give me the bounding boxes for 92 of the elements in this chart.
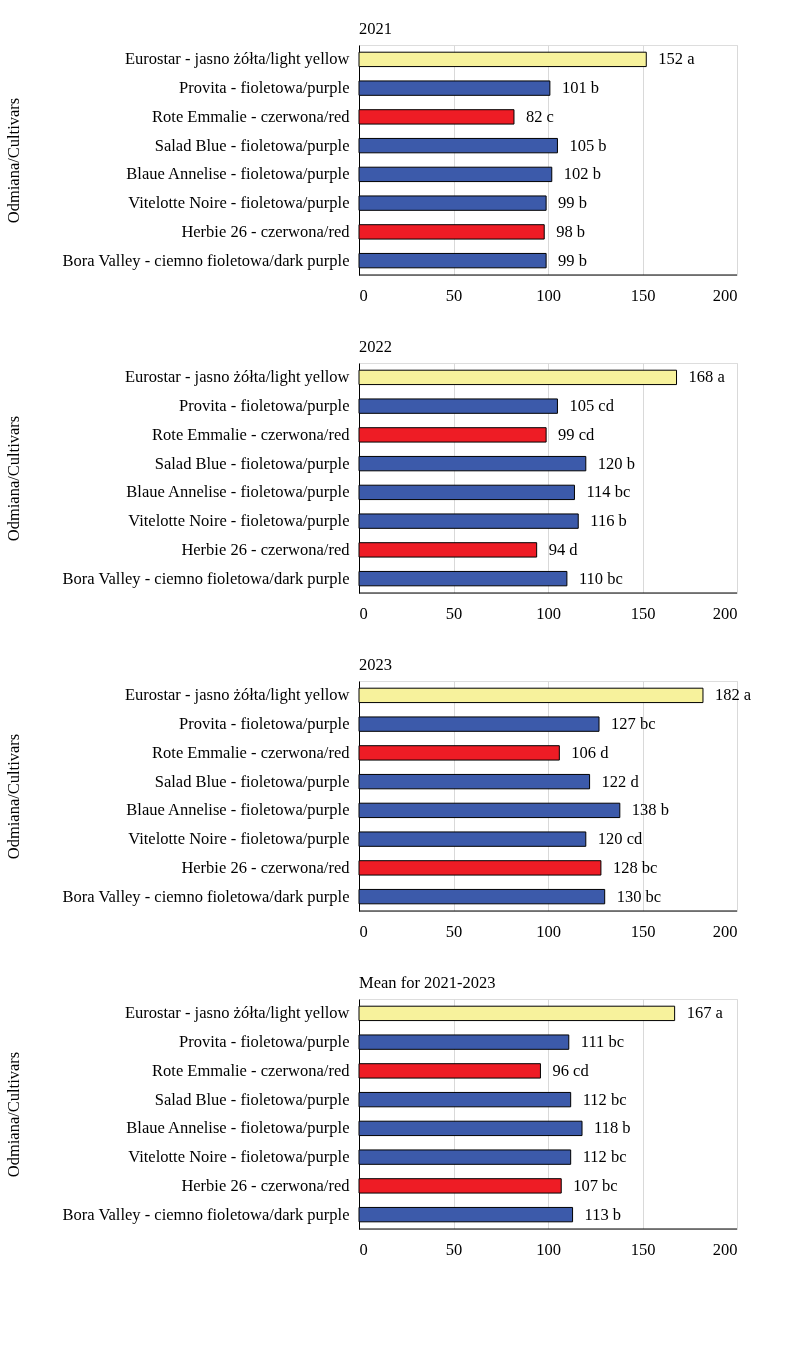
- data-label: 110 bc: [578, 568, 623, 588]
- data-label: 130 bc: [616, 886, 662, 906]
- y-tick-label: Salad Blue - fioletowa/purple: [154, 135, 350, 155]
- y-tick-label: Vitelotte Noire - fioletowa/purple: [128, 511, 350, 531]
- chart-title: 2023: [359, 654, 392, 674]
- x-tick-label: 200: [712, 1239, 738, 1259]
- y-tick-label: Vitelotte Noire - fioletowa/purple: [128, 193, 350, 213]
- y-tick-label: Bora Valley - ciemno fioletowa/dark purple: [62, 886, 350, 906]
- data-label: 113 b: [584, 1204, 622, 1224]
- data-label: 99 b: [558, 250, 587, 270]
- data-label: 127 bc: [611, 714, 656, 734]
- y-tick-label: Provita - fioletowa/purple: [179, 78, 350, 98]
- x-tick-label: 0: [359, 285, 368, 305]
- y-tick-label: Eurostar - jasno żółta/light yellow: [124, 49, 350, 69]
- data-label: 114 bc: [586, 482, 631, 502]
- data-label: 152 a: [658, 49, 696, 69]
- data-label: 102 b: [563, 164, 601, 184]
- y-axis-title: Odmiana/Cultivars: [3, 1051, 23, 1178]
- data-label: 122 d: [601, 771, 640, 791]
- data-label: 99 cd: [558, 424, 596, 444]
- data-label: 106 d: [571, 742, 610, 762]
- y-tick-label: Rote Emmalie - czerwona/red: [152, 424, 351, 444]
- y-tick-label: Salad Blue - fioletowa/purple: [154, 771, 350, 791]
- y-tick-label: Rote Emmalie - czerwona/red: [152, 1060, 351, 1080]
- x-tick-label: 100: [536, 921, 561, 941]
- data-label: 182 a: [714, 685, 752, 705]
- x-tick-label: 150: [630, 285, 656, 305]
- y-axis-title: Odmiana/Cultivars: [3, 97, 23, 224]
- data-label: 98 b: [556, 221, 586, 241]
- y-tick-label: Salad Blue - fioletowa/purple: [154, 453, 350, 473]
- data-label: 168 a: [688, 367, 726, 387]
- y-tick-label: Rote Emmalie - czerwona/red: [152, 742, 351, 762]
- y-axis-title: Odmiana/Cultivars: [3, 733, 23, 860]
- x-tick-label: 150: [630, 1239, 656, 1259]
- y-tick-label: Provita - fioletowa/purple: [179, 396, 350, 416]
- x-tick-label: 100: [536, 285, 561, 305]
- x-tick-label: 150: [630, 603, 656, 623]
- y-tick-label: Blaue Annelise - fioletowa/purple: [126, 1118, 350, 1138]
- y-tick-label: Bora Valley - ciemno fioletowa/dark purple: [62, 250, 350, 270]
- data-label: 112 bc: [582, 1089, 627, 1109]
- y-tick-label: Eurostar - jasno żółta/light yellow: [124, 685, 350, 705]
- data-label: 116 b: [590, 511, 627, 531]
- x-tick-label: 0: [359, 603, 368, 623]
- y-tick-label: Bora Valley - ciemno fioletowa/dark purple: [62, 1204, 350, 1224]
- data-label: 112 bc: [582, 1147, 627, 1167]
- x-tick-label: 200: [712, 603, 738, 623]
- data-label: 99 b: [558, 193, 587, 213]
- y-tick-label: Rote Emmalie - czerwona/red: [152, 106, 351, 126]
- y-tick-label: Bora Valley - ciemno fioletowa/dark purple: [62, 568, 350, 588]
- data-label: 120 cd: [597, 829, 643, 849]
- y-tick-label: Provita - fioletowa/purple: [179, 714, 350, 734]
- x-tick-label: 200: [712, 285, 738, 305]
- data-label: 118 b: [594, 1118, 631, 1138]
- data-label: 96 cd: [552, 1060, 590, 1080]
- y-tick-label: Blaue Annelise - fioletowa/purple: [126, 164, 350, 184]
- data-label: 101 b: [561, 78, 600, 98]
- y-tick-label: Herbie 26 - czerwona/red: [181, 857, 351, 877]
- x-tick-label: 150: [630, 921, 656, 941]
- x-tick-label: 0: [359, 1239, 368, 1259]
- y-tick-label: Herbie 26 - czerwona/red: [181, 1175, 351, 1195]
- x-tick-label: 0: [359, 921, 368, 941]
- y-tick-label: Salad Blue - fioletowa/purple: [154, 1089, 350, 1109]
- x-tick-label: 100: [536, 603, 561, 623]
- y-tick-label: Blaue Annelise - fioletowa/purple: [126, 482, 350, 502]
- data-label: 94 d: [548, 539, 579, 559]
- chart-title: 2021: [359, 18, 392, 38]
- chart-title: 2022: [359, 336, 392, 356]
- data-label: 82 c: [525, 106, 554, 126]
- y-axis-title: Odmiana/Cultivars: [3, 415, 23, 542]
- y-tick-label: Blaue Annelise - fioletowa/purple: [126, 800, 350, 820]
- data-label: 120 b: [597, 453, 635, 473]
- data-label: 167 a: [686, 1003, 724, 1023]
- y-tick-label: Eurostar - jasno żółta/light yellow: [124, 367, 350, 387]
- data-label: 107 bc: [573, 1175, 618, 1195]
- y-tick-label: Vitelotte Noire - fioletowa/purple: [128, 1147, 350, 1167]
- y-tick-label: Provita - fioletowa/purple: [179, 1032, 350, 1052]
- x-tick-label: 200: [712, 921, 738, 941]
- data-label: 105 cd: [569, 396, 615, 416]
- data-label: 138 b: [631, 800, 669, 820]
- data-label: 111 bc: [580, 1032, 625, 1052]
- data-label: 105 b: [569, 135, 607, 155]
- chart-title: Mean for 2021-2023: [359, 972, 496, 992]
- data-label: 128 bc: [612, 857, 658, 877]
- y-tick-label: Vitelotte Noire - fioletowa/purple: [128, 829, 350, 849]
- y-tick-label: Herbie 26 - czerwona/red: [181, 221, 351, 241]
- x-tick-label: 50: [445, 1239, 463, 1259]
- x-tick-label: 100: [536, 1239, 561, 1259]
- x-tick-label: 50: [445, 921, 463, 941]
- y-tick-label: Herbie 26 - czerwona/red: [181, 539, 351, 559]
- y-tick-label: Eurostar - jasno żółta/light yellow: [124, 1003, 350, 1023]
- x-tick-label: 50: [445, 285, 463, 305]
- x-tick-label: 50: [445, 603, 463, 623]
